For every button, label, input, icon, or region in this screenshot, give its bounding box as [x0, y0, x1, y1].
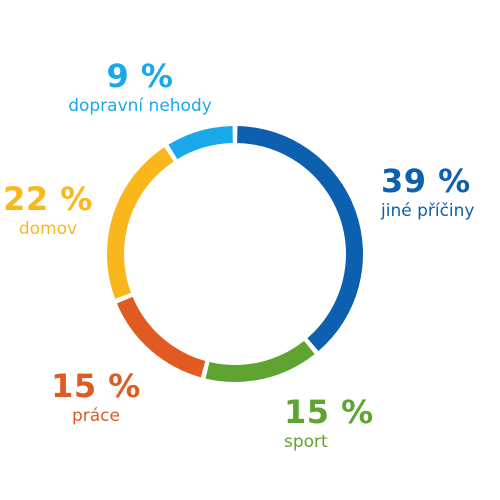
slice-percent: 15 %	[51, 367, 141, 405]
slice-label-sport: 15 % sport	[284, 396, 374, 451]
donut-slice-jine-priciny	[237, 126, 364, 352]
slice-category: sport	[284, 432, 328, 452]
slice-label-dopravni-nehody: 9 % dopravní nehody	[52, 60, 228, 115]
slice-label-domov: 22 % domov	[2, 183, 94, 238]
slice-percent: 22 %	[3, 180, 93, 218]
slice-category: domov	[18, 219, 78, 239]
slice-category: práce	[71, 406, 120, 426]
slice-percent: 39 %	[381, 162, 471, 200]
slice-label-jine-priciny: 39 % jiné příčiny	[381, 165, 475, 220]
donut-slice-prace	[116, 296, 206, 378]
slice-percent: 9 %	[106, 57, 174, 95]
slice-label-prace: 15 % práce	[22, 370, 170, 425]
slice-category: dopravní nehody	[68, 96, 212, 116]
donut-slice-sport	[205, 340, 315, 382]
slice-percent: 15 %	[284, 393, 374, 431]
donut-slice-domov	[106, 147, 174, 299]
slice-category: jiné příčiny	[381, 201, 475, 221]
donut-slice-dopravni-nehody	[168, 126, 233, 160]
